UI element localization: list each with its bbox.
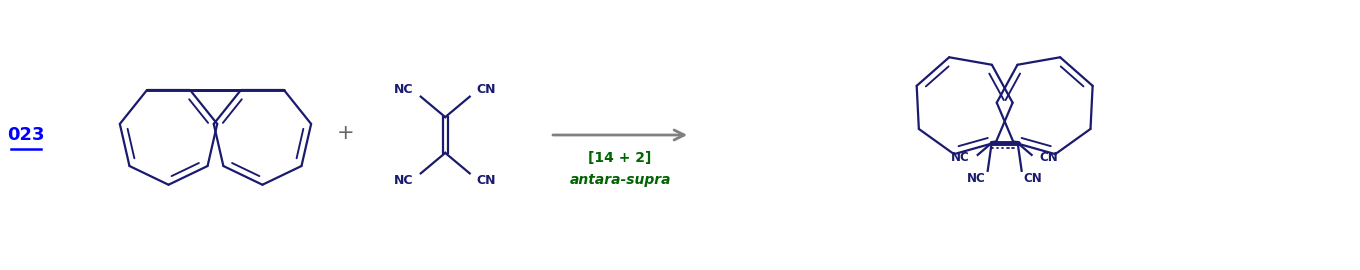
Text: CN: CN [477, 83, 496, 96]
Text: NC: NC [394, 174, 413, 187]
Text: 023: 023 [7, 126, 45, 144]
Text: CN: CN [477, 174, 496, 187]
Text: NC: NC [967, 172, 986, 185]
Text: antara-supra: antara-supra [570, 173, 670, 187]
Text: NC: NC [394, 83, 413, 96]
Text: [14 + 2]: [14 + 2] [589, 151, 651, 165]
Text: CN: CN [1039, 151, 1058, 164]
Text: +: + [336, 123, 354, 143]
Text: CN: CN [1024, 172, 1042, 185]
Text: NC: NC [951, 151, 970, 164]
